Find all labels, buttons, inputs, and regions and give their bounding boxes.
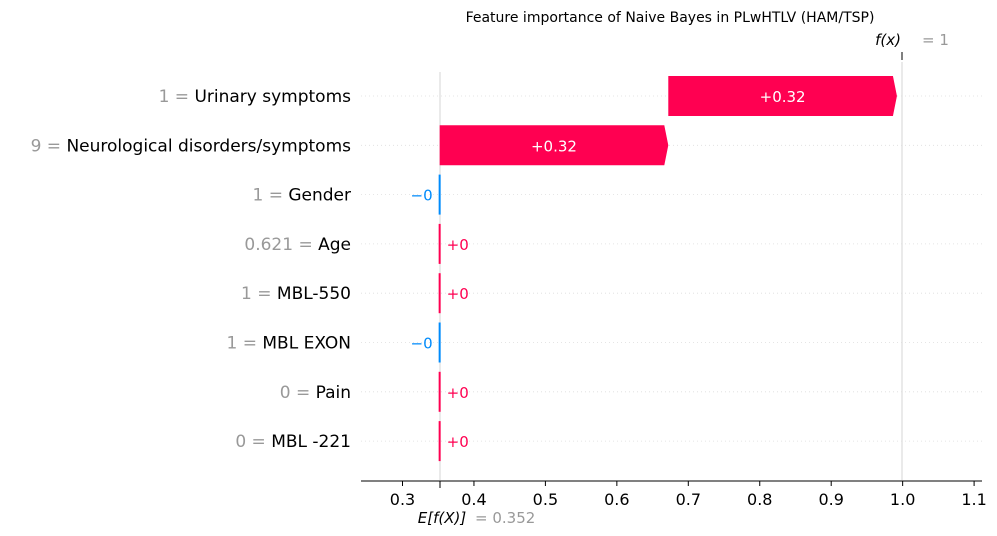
feature-name: MBL EXON bbox=[262, 334, 351, 354]
feature-rows: 1 = Urinary symptoms +0.32 9 = Neurologica… bbox=[31, 76, 982, 462]
feature-label: 1 = Gender bbox=[252, 186, 351, 206]
x-tick-label: 1.0 bbox=[890, 490, 915, 509]
chart-title: Feature importance of Naive Bayes in PLw… bbox=[466, 10, 875, 26]
feature-value: 1 = bbox=[252, 186, 288, 206]
feature-name: Pain bbox=[316, 383, 351, 403]
contribution-bar bbox=[439, 125, 669, 166]
feature-value: 0.621 = bbox=[244, 235, 318, 255]
feature-name: MBL-550 bbox=[277, 284, 351, 304]
feature-label: 1 = MBL-550 bbox=[241, 284, 351, 304]
fx-value: = 1 bbox=[922, 31, 949, 49]
feature-name: Age bbox=[318, 235, 351, 255]
base-label: E[f(X)] bbox=[418, 509, 467, 527]
x-tick-label: 0.8 bbox=[747, 490, 772, 509]
feature-name: Gender bbox=[288, 186, 351, 206]
x-tick-label: 0.5 bbox=[533, 490, 558, 509]
feature-label: 9 = Neurological disorders/symptoms bbox=[31, 136, 352, 156]
feature-value: 1 = bbox=[227, 334, 263, 354]
feature-label: 1 = Urinary symptoms bbox=[159, 87, 352, 107]
feature-value: 1 = bbox=[159, 87, 195, 107]
contribution-bar bbox=[438, 371, 441, 412]
base-value: = 0.352 bbox=[475, 509, 535, 527]
x-tick-label: 0.6 bbox=[604, 490, 629, 509]
contribution-bar bbox=[438, 421, 441, 462]
contribution-bar bbox=[438, 273, 441, 314]
contribution-label: +0 bbox=[447, 384, 469, 402]
x-tick-label: 0.9 bbox=[818, 490, 843, 509]
feature-name: Neurological disorders/symptoms bbox=[66, 136, 351, 156]
x-tick-label: 0.3 bbox=[390, 490, 415, 509]
x-tick-label: 0.4 bbox=[461, 490, 486, 509]
contribution-label: −0 bbox=[411, 187, 433, 205]
contribution-bar bbox=[668, 76, 897, 116]
contribution-label: +0.32 bbox=[531, 137, 577, 155]
feature-value: 1 = bbox=[241, 284, 277, 304]
feature-value: 9 = bbox=[31, 136, 67, 156]
feature-label: 1 = MBL EXON bbox=[227, 334, 351, 354]
feature-name: Urinary symptoms bbox=[194, 87, 351, 107]
contribution-label: +0 bbox=[447, 236, 469, 254]
contribution-label: +0 bbox=[447, 433, 469, 451]
x-tick-label: 0.7 bbox=[676, 490, 701, 509]
contribution-label: +0 bbox=[447, 285, 469, 303]
feature-value: 0 = bbox=[235, 432, 271, 452]
contribution-label: +0.32 bbox=[760, 88, 806, 106]
feature-label: 0.621 = Age bbox=[244, 235, 351, 255]
contribution-bar bbox=[438, 223, 441, 264]
feature-value: 0 = bbox=[280, 383, 316, 403]
contribution-bar bbox=[438, 174, 441, 215]
x-axis-ticks: 0.3 0.4 0.5 0.6 0.7 0.8 0.9 1.0 1.1 bbox=[390, 481, 987, 509]
feature-name: MBL -221 bbox=[271, 432, 351, 452]
contribution-label: −0 bbox=[411, 335, 433, 353]
feature-label: 0 = MBL -221 bbox=[235, 432, 351, 452]
contribution-bar bbox=[438, 322, 441, 363]
fx-label: f(x) bbox=[875, 31, 901, 49]
feature-label: 0 = Pain bbox=[280, 383, 351, 403]
x-tick-label: 1.1 bbox=[961, 490, 986, 509]
